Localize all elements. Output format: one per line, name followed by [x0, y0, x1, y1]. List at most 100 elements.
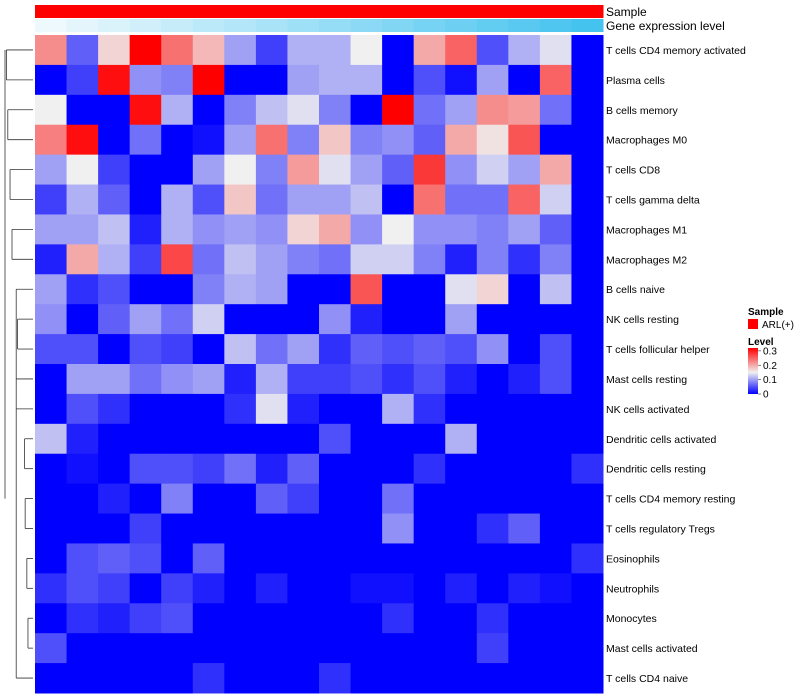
- heatmap-cell: [224, 154, 257, 186]
- heatmap-cell: [66, 184, 99, 215]
- heatmap-cell: [508, 453, 541, 485]
- heatmap-cell: [445, 124, 478, 156]
- heatmap-cell: [129, 663, 162, 694]
- gene-expression-annotation-cell: [350, 19, 383, 32]
- heatmap-cell: [98, 124, 131, 156]
- heatmap-cell: [255, 244, 288, 275]
- heatmap-cell: [161, 154, 194, 186]
- heatmap-cell: [98, 334, 131, 365]
- heatmap-cell: [287, 423, 320, 455]
- gene-expression-annotation-cell: [66, 19, 99, 32]
- heatmap-cell: [66, 603, 99, 634]
- row-label: Dendritic cells activated: [606, 434, 716, 446]
- heatmap-cell: [445, 334, 478, 365]
- heatmap-cell: [98, 244, 131, 275]
- heatmap-cell: [571, 214, 604, 245]
- heatmap-cell: [350, 184, 383, 215]
- heatmap-cell: [571, 483, 604, 515]
- heatmap-cell: [224, 663, 257, 694]
- heatmap-cell: [66, 274, 99, 305]
- heatmap-cell: [539, 573, 572, 604]
- heatmap-cell: [192, 274, 225, 305]
- legend-level-tick-label: 0.2: [763, 361, 777, 372]
- heatmap-cell: [350, 244, 383, 275]
- heatmap-cell: [161, 633, 194, 664]
- heatmap-cell: [508, 663, 541, 694]
- heatmap-cell: [445, 244, 478, 275]
- heatmap-cell: [255, 573, 288, 604]
- legend-sample-swatch: [748, 319, 758, 329]
- heatmap-cell: [98, 663, 131, 694]
- heatmap-cell: [66, 393, 99, 425]
- heatmap-cell: [476, 453, 509, 485]
- heatmap-cell: [319, 573, 352, 604]
- heatmap-cell: [476, 64, 509, 96]
- heatmap-cell: [445, 214, 478, 245]
- heatmap-cell: [571, 334, 604, 365]
- heatmap-cell: [66, 214, 99, 245]
- gene-expression-annotation-cell: [508, 19, 541, 32]
- heatmap-cell: [413, 543, 446, 574]
- heatmap-cell: [129, 543, 162, 574]
- heatmap-cell: [255, 603, 288, 634]
- heatmap-cell: [571, 244, 604, 275]
- heatmap-cell: [224, 483, 257, 515]
- heatmap-cell: [255, 453, 288, 485]
- heatmap-cell: [161, 64, 194, 96]
- heatmap-cell: [350, 483, 383, 515]
- heatmap-cell: [476, 334, 509, 365]
- heatmap-cell: [66, 513, 99, 544]
- heatmap-cell: [319, 124, 352, 156]
- heatmap-cells: [35, 35, 604, 694]
- heatmap-cell: [161, 334, 194, 365]
- heatmap-cell: [66, 663, 99, 694]
- heatmap-cell: [192, 483, 225, 515]
- heatmap-cell: [224, 364, 257, 395]
- heatmap-cell: [571, 364, 604, 395]
- heatmap-cell: [255, 663, 288, 694]
- heatmap-cell: [413, 64, 446, 96]
- heatmap-cell: [287, 94, 320, 126]
- heatmap-cell: [413, 453, 446, 485]
- heatmap-cell: [66, 64, 99, 96]
- gene-expression-annotation-cell: [161, 19, 194, 32]
- heatmap-cell: [98, 453, 131, 485]
- heatmap-cell: [66, 94, 99, 126]
- heatmap-cell: [98, 214, 131, 245]
- heatmap-cell: [508, 633, 541, 664]
- heatmap-cell: [382, 453, 415, 485]
- row-label: Dendritic cells resting: [606, 464, 706, 476]
- heatmap-cell: [35, 214, 68, 245]
- heatmap-cell: [413, 423, 446, 455]
- heatmap-cell: [129, 513, 162, 544]
- heatmap-cell: [287, 483, 320, 515]
- heatmap-cell: [319, 453, 352, 485]
- heatmap-cell: [255, 364, 288, 395]
- gene-expression-annotation-cell: [192, 19, 225, 32]
- heatmap-cell: [539, 633, 572, 664]
- heatmap-cell: [350, 274, 383, 305]
- heatmap-cell: [413, 334, 446, 365]
- heatmap-cell: [539, 124, 572, 156]
- heatmap-cell: [382, 423, 415, 455]
- heatmap-cell: [129, 64, 162, 96]
- heatmap-cell: [224, 64, 257, 96]
- heatmap-cell: [445, 64, 478, 96]
- heatmap-cell: [66, 124, 99, 156]
- heatmap-cell: [350, 154, 383, 186]
- heatmap-cell: [161, 35, 194, 66]
- heatmap-cell: [571, 453, 604, 485]
- heatmap-cell: [287, 543, 320, 574]
- row-label: B cells memory: [606, 105, 679, 117]
- sample-annotation-cell: [445, 5, 478, 18]
- heatmap-cell: [539, 364, 572, 395]
- sample-annotation-cell: [508, 5, 541, 18]
- heatmap-cell: [192, 214, 225, 245]
- heatmap-cell: [35, 94, 68, 126]
- heatmap-cell: [66, 244, 99, 275]
- sample-annotation-cell: [224, 5, 257, 18]
- heatmap-cell: [129, 124, 162, 156]
- heatmap-cell: [66, 304, 99, 335]
- heatmap-cell: [319, 423, 352, 455]
- heatmap-cell: [287, 603, 320, 634]
